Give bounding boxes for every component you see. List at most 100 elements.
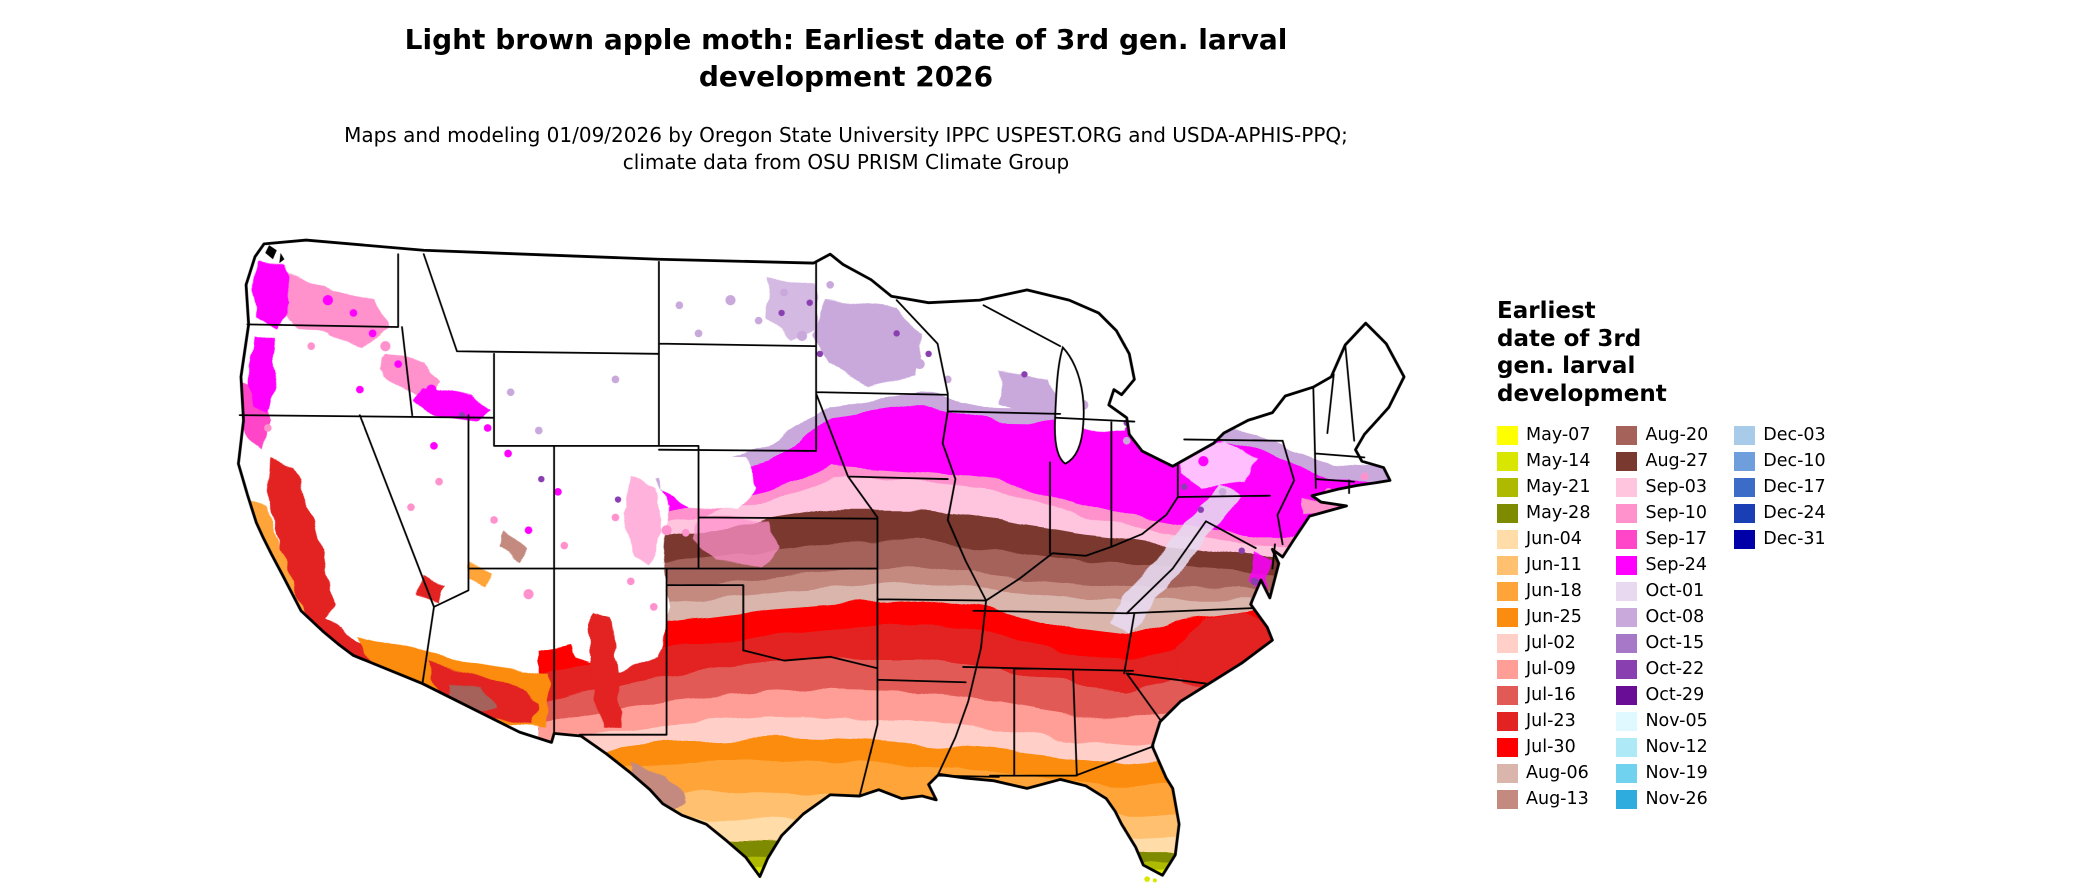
legend-swatch [1497,685,1518,705]
legend-entry: Dec-10 [1734,448,1826,474]
legend-swatch [1497,659,1518,679]
legend-label: May-21 [1526,477,1591,498]
band-may07 [538,874,1405,877]
legend-swatch [1616,477,1638,497]
legend-label: Jul-09 [1526,659,1576,680]
legend-entry: Nov-12 [1616,734,1708,760]
legend-label: Jun-25 [1526,607,1582,628]
legend-swatch [1616,529,1638,549]
band-jun04 [538,819,1405,877]
legend-label: Dec-17 [1763,477,1826,498]
legend-entry: Jul-23 [1497,708,1590,734]
legend-label: Jun-11 [1526,555,1582,576]
legend-entry: Nov-05 [1616,708,1708,734]
legend-entry: Dec-17 [1734,474,1826,500]
legend-label: Sep-03 [1645,477,1708,498]
legend-swatch [1616,555,1638,575]
legend-swatch [1497,789,1518,809]
legend-label: Nov-12 [1645,737,1708,758]
legend-label: Jun-04 [1526,529,1582,550]
legend-label: Sep-17 [1645,529,1708,550]
legend-swatch [1616,607,1638,627]
legend-label: Sep-24 [1645,555,1708,576]
legend-entry: Dec-24 [1734,500,1826,526]
legend-label: May-28 [1526,503,1591,524]
legend-swatch [1497,555,1518,575]
legend-label: Dec-31 [1763,529,1826,550]
nw-islands [265,245,285,264]
legend-label: Aug-27 [1645,451,1709,472]
legend-swatch [1616,711,1638,731]
band-may21 [538,853,1405,877]
legend-label: Aug-20 [1645,425,1709,446]
band-may28 [538,839,1405,877]
map-legend: Earliest date of 3rd gen. larval develop… [1497,298,2077,812]
legend-swatch [1497,711,1518,731]
legend-entry: Jul-02 [1497,630,1590,656]
legend-swatch [1734,477,1756,497]
legend-label: Oct-29 [1645,685,1705,706]
legend-entry: Oct-29 [1616,682,1708,708]
legend-entry: Nov-26 [1616,786,1708,812]
legend-swatch [1497,633,1518,653]
legend-label: Nov-26 [1645,789,1708,810]
legend-entry: Jul-09 [1497,656,1590,682]
legend-entry: May-21 [1497,474,1590,500]
legend-label: Oct-01 [1645,581,1705,602]
legend-swatch [1616,685,1638,705]
legend-swatch [1734,451,1756,471]
legend-label: Jul-02 [1526,633,1576,654]
legend-label: Jun-18 [1526,581,1582,602]
legend-label: Dec-10 [1763,451,1826,472]
legend-swatch [1616,763,1638,783]
legend-entry: Oct-15 [1616,630,1708,656]
legend-label: Jul-16 [1526,685,1576,706]
legend-entry: Jun-11 [1497,552,1590,578]
legend-entry: Aug-13 [1497,786,1590,812]
state-borders [238,253,1366,797]
legend-label: Jul-23 [1526,711,1576,732]
legend-title: Earliest date of 3rd gen. larval develop… [1497,298,1667,407]
us-choropleth-map [232,226,1459,883]
legend-entry: Dec-31 [1734,526,1826,552]
legend-swatch [1497,607,1518,627]
legend-swatch [1616,581,1638,601]
legend-swatch [1616,633,1638,653]
legend-entry: Sep-24 [1616,552,1708,578]
legend-swatch [1616,503,1638,523]
legend-swatch [1616,737,1638,757]
us-map-svg [236,238,1406,883]
page-subtitle: Maps and modeling 01/09/2026 by Oregon S… [344,123,1348,174]
legend-swatch [1497,737,1518,757]
legend-entry: Jul-30 [1497,734,1590,760]
legend-label: Dec-03 [1763,425,1826,446]
legend-entry: Aug-27 [1616,448,1708,474]
legend-columns: May-07 May-14 May-21 May-28 Jun-04 Jun-11 Jun-… [1497,422,2077,812]
legend-label: May-07 [1526,425,1591,446]
legend-swatch [1497,503,1518,523]
legend-entry: Jul-16 [1497,682,1590,708]
legend-label: Aug-13 [1526,789,1589,810]
legend-entry: Jun-25 [1497,604,1590,630]
legend-swatch [1734,503,1756,523]
legend-label: Nov-19 [1645,763,1708,784]
lake-michigan [1053,345,1085,465]
legend-entry: Jun-18 [1497,578,1590,604]
legend-swatch [1616,659,1638,679]
legend-entry: Oct-22 [1616,656,1708,682]
legend-label: Nov-05 [1645,711,1708,732]
map-region-patches [242,259,1342,816]
legend-entry: Jun-04 [1497,526,1590,552]
legend-swatch [1497,425,1518,445]
legend-swatch [1497,581,1518,601]
legend-label: Dec-24 [1763,503,1826,524]
page-title: Light brown apple moth: Earliest date of… [404,23,1288,93]
map-speckles [263,280,1369,611]
legend-swatch [1497,763,1518,783]
legend-entry: Oct-01 [1616,578,1708,604]
legend-entry: May-28 [1497,500,1590,526]
legend-swatch [1616,451,1638,471]
legend-label: May-14 [1526,451,1591,472]
legend-column-3: Dec-03 Dec-10 Dec-17 Dec-24 Dec-31 [1734,422,1826,552]
